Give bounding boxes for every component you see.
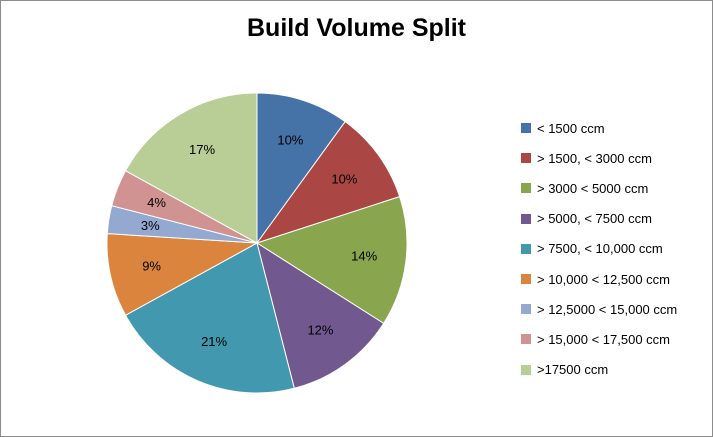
pie-slice-3 — [255, 196, 408, 325]
pie-slice-9 — [124, 92, 258, 244]
data-label-1: 10% — [277, 132, 303, 147]
legend-swatch — [521, 364, 531, 375]
pie-slice-1 — [256, 92, 346, 245]
data-label-6: 9% — [142, 259, 161, 274]
data-label-2: 10% — [331, 172, 357, 187]
legend-swatch — [521, 274, 531, 285]
data-label-8: 4% — [147, 195, 166, 210]
legend: < 1500 ccm > 1500, < 3000 ccm > 3000 < 500… — [521, 113, 677, 385]
legend-label: > 3000 < 5000 ccm — [537, 180, 649, 196]
pie-slice-2 — [255, 120, 401, 244]
data-label-7: 3% — [141, 218, 160, 233]
legend-label: < 1500 ccm — [537, 120, 605, 136]
legend-item: > 3000 < 5000 ccm — [521, 173, 677, 203]
data-label-4: 12% — [307, 322, 333, 337]
legend-swatch — [521, 304, 531, 315]
legend-item: > 7500, < 10,000 ccm — [521, 234, 677, 264]
legend-swatch — [521, 153, 531, 164]
legend-item: > 10,000 < 12,500 ccm — [521, 264, 677, 294]
legend-item: >17500 ccm — [521, 355, 677, 385]
legend-item: > 15,000 < 17,500 ccm — [521, 324, 677, 354]
data-label-3: 14% — [351, 249, 377, 264]
legend-swatch — [521, 243, 531, 254]
legend-swatch — [521, 183, 531, 194]
legend-label: > 12,5000 < 15,000 ccm — [537, 301, 678, 317]
legend-label: >17500 ccm — [537, 362, 609, 378]
pie-slice-4 — [256, 241, 385, 389]
data-label-5: 21% — [201, 334, 227, 349]
legend-item: < 1500 ccm — [521, 113, 677, 143]
legend-item: > 1500, < 3000 ccm — [521, 143, 677, 173]
legend-label: > 5000, < 7500 ccm — [537, 211, 652, 227]
legend-swatch — [521, 123, 531, 134]
pie-slice-6 — [106, 233, 259, 316]
legend-item: > 5000, < 7500 ccm — [521, 204, 677, 234]
legend-swatch — [521, 334, 531, 345]
legend-swatch — [521, 213, 531, 224]
legend-label: > 1500, < 3000 ccm — [537, 150, 652, 166]
legend-label: > 7500, < 10,000 ccm — [537, 241, 663, 257]
chart-title: Build Volume Split — [247, 14, 466, 42]
pie-slice-5 — [124, 242, 295, 394]
legend-item: > 12,5000 < 15,000 ccm — [521, 294, 677, 324]
legend-label: > 10,000 < 12,500 ccm — [537, 271, 670, 287]
data-label-9: 17% — [189, 142, 215, 157]
legend-label: > 15,000 < 17,500 ccm — [537, 331, 670, 347]
